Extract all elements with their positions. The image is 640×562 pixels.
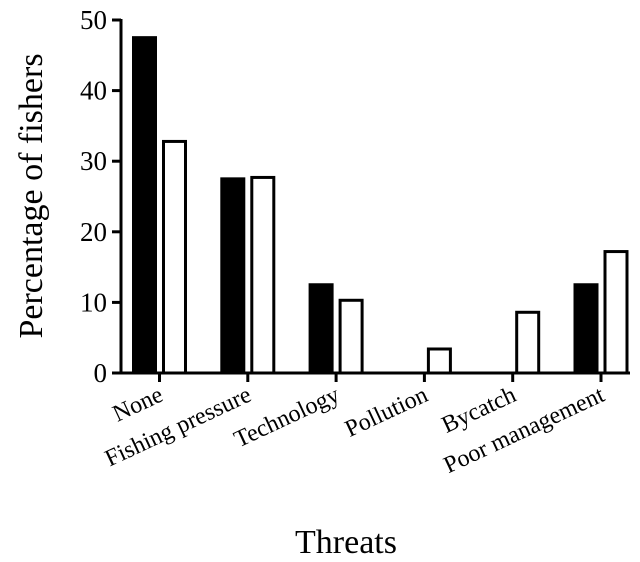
bars-layer — [132, 36, 629, 375]
bar — [250, 175, 276, 375]
x-tick-label: Pollution — [341, 382, 432, 443]
y-ticks: 0 10 20 30 40 50 — [80, 5, 121, 388]
x-axis-title: Threats — [295, 524, 397, 561]
bar — [338, 298, 364, 375]
bar — [220, 177, 246, 375]
y-tick-label: 30 — [80, 146, 107, 176]
bar — [426, 347, 452, 375]
bar — [603, 250, 629, 375]
axes-layer — [119, 19, 630, 375]
y-tick-label: 50 — [80, 5, 107, 35]
bar — [308, 283, 334, 375]
bar — [515, 310, 541, 375]
x-tick-label: Fishing pressure — [101, 382, 255, 472]
y-axis-title: Percentage of fishers — [13, 53, 50, 338]
bar — [573, 283, 599, 375]
y-tick-label: 10 — [80, 287, 107, 317]
bar — [132, 36, 157, 375]
y-tick-label: 40 — [80, 76, 107, 106]
y-tick-label: 20 — [80, 217, 107, 247]
x-tick-label: None — [109, 382, 167, 428]
y-tick-label: 0 — [94, 358, 108, 388]
bar — [162, 139, 187, 375]
